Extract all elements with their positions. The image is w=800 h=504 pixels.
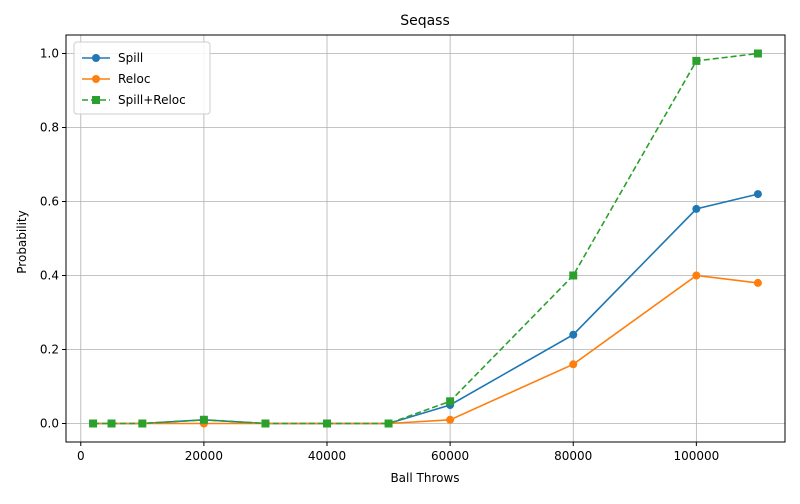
x-tick-label: 80000 <box>554 449 592 463</box>
y-tick-label: 0.6 <box>40 195 59 209</box>
y-axis: 0.0 0.2 0.4 0.6 0.8 1.0 <box>40 47 66 431</box>
data-point-spill-reloc <box>89 419 98 428</box>
series-spill-reloc <box>89 49 762 428</box>
data-point-spill <box>569 330 578 339</box>
y-tick-label: 0.2 <box>40 343 59 357</box>
y-tick-label: 0.8 <box>40 121 59 135</box>
legend-label-spill: Spill <box>118 51 143 65</box>
y-tick-label: 1.0 <box>40 47 59 61</box>
data-point-spill-reloc <box>261 419 270 428</box>
data-point-spill-reloc <box>138 419 147 428</box>
legend-marker-spill <box>92 54 100 62</box>
legend: Spill Reloc Spill+Reloc <box>73 41 211 115</box>
legend-marker-spill-reloc <box>92 96 100 104</box>
legend-box <box>73 41 211 115</box>
x-axis: 0 20000 40000 60000 80000 100000 <box>77 442 719 463</box>
data-point-spill-reloc <box>199 415 208 424</box>
x-tick-label: 0 <box>77 449 85 463</box>
data-point-spill-reloc <box>692 56 701 65</box>
data-point-spill-reloc <box>384 419 393 428</box>
x-axis-label: Ball Throws <box>390 471 459 485</box>
grid <box>66 35 785 442</box>
y-tick-label: 0.0 <box>40 417 59 431</box>
data-point-spill <box>753 190 762 199</box>
x-tick-label: 60000 <box>431 449 469 463</box>
y-tick-label: 0.4 <box>40 269 59 283</box>
data-point-spill-reloc <box>753 49 762 58</box>
data-point-spill-reloc <box>569 271 578 280</box>
data-point-reloc <box>753 278 762 287</box>
legend-label-spill-reloc: Spill+Reloc <box>118 93 186 107</box>
data-point-reloc <box>569 360 578 369</box>
x-tick-label: 40000 <box>308 449 346 463</box>
series-layer <box>89 49 762 428</box>
data-point-spill-reloc <box>446 397 455 406</box>
legend-marker-reloc <box>92 75 100 83</box>
plot-frame <box>65 34 786 443</box>
data-point-reloc <box>446 415 455 424</box>
y-axis-label: Probability <box>15 210 29 273</box>
data-point-spill-reloc <box>323 419 332 428</box>
data-point-reloc <box>692 271 701 280</box>
data-point-spill-reloc <box>107 419 116 428</box>
x-tick-label: 20000 <box>185 449 223 463</box>
chart-title: Seqass <box>400 13 450 29</box>
legend-label-reloc: Reloc <box>118 72 150 86</box>
x-tick-label: 100000 <box>673 449 719 463</box>
data-point-spill <box>692 204 701 213</box>
